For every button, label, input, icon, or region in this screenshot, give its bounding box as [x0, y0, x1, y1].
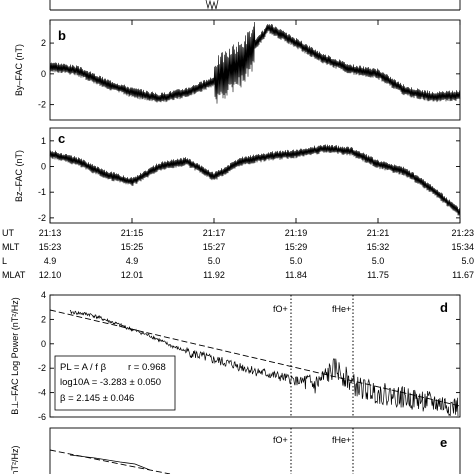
fit-formula: PL = A / f β: [60, 362, 107, 373]
panel-c-letter: c: [58, 131, 65, 146]
panel-e-fo-label: fO+: [273, 435, 288, 445]
panel-d-ylabel: B⊥–FAC Log Power (nT²/Hz): [10, 297, 20, 414]
ephemeris-value: 4.9: [126, 256, 139, 266]
ephemeris-value: 21:15: [121, 228, 144, 238]
panel-e-spectrum: [69, 454, 151, 471]
panel-d-spectrum: [69, 309, 459, 417]
panel-b-ytick-label: 2: [41, 38, 46, 48]
panel-d-fit-line: [49, 309, 461, 407]
ephemeris-table: UT 21:13 21:15 21:17 21:19 21:21 21:23 MLT 15:23…: [2, 228, 474, 280]
panel-d-letter: d: [440, 300, 448, 315]
panel-d: d B⊥–FAC Log Power (nT²/Hz) 4 2 0 -2 -4 -6 fO…: [10, 290, 461, 422]
panel-c-ytick-label: -2: [38, 213, 46, 223]
panel-e: e (nT²/Hz) fO+ fHe+: [10, 427, 461, 474]
ephemeris-value: 4.9: [44, 256, 57, 266]
fit-log10a: log10A = -3.283 ± 0.050: [60, 377, 161, 388]
ephemeris-value: 21:23: [451, 228, 474, 238]
ephemeris-label-mlt: MLT: [2, 242, 20, 252]
panel-a-remnant: [49, 0, 461, 11]
panel-d-fhe-label: fHe+: [332, 304, 351, 314]
panel-d-ytick-label: -2: [38, 363, 46, 373]
ephemeris-value: 15:34: [451, 242, 474, 252]
panel-c-series-line: [49, 144, 461, 218]
panel-d-ytick-label: 2: [41, 314, 46, 324]
ephemeris-label-ut: UT: [2, 228, 14, 238]
ephemeris-value: 15:29: [285, 242, 308, 252]
panel-c: c Bz–FAC (nT) 1 0 -1 -2: [14, 20, 461, 224]
panel-d-ytick-label: 4: [41, 290, 46, 300]
panel-e-fhe-label: fHe+: [332, 435, 351, 445]
panel-b-series-line: [49, 21, 461, 104]
panel-b-ytick-label: -2: [38, 100, 46, 110]
panel-d-ytick-label: -4: [38, 388, 46, 398]
fit-beta: β = 2.145 ± 0.046: [60, 393, 134, 404]
ephemeris-value: 12.01: [121, 270, 144, 280]
ephemeris-label-mlat: MLAT: [2, 270, 26, 280]
panel-b: b By–FAC (nT) 2 0 -2: [14, 19, 461, 121]
panel-d-ytick-label: -6: [38, 412, 46, 422]
panel-e-ylabel: (nT²/Hz): [10, 446, 20, 474]
fit-r: r = 0.968: [128, 362, 166, 373]
panel-d-ytick-label: 0: [41, 339, 46, 349]
panel-d-fo-label: fO+: [273, 304, 288, 314]
ephemeris-value: 12.10: [39, 270, 62, 280]
panel-c-ytick-label: 1: [41, 136, 46, 146]
ephemeris-value: 5.0: [290, 256, 303, 266]
ephemeris-value: 11.75: [367, 270, 389, 280]
ephemeris-value: 5.0: [208, 256, 221, 266]
ephemeris-value: 11.67: [452, 270, 474, 280]
panel-d-frame: [49, 294, 461, 418]
fit-box: PL = A / f β r = 0.968 log10A = -3.283 ±…: [54, 355, 176, 411]
panel-b-frame: [49, 19, 461, 121]
ephemeris-value: 15:27: [203, 242, 226, 252]
panel-c-ylabel: Bz–FAC (nT): [14, 150, 24, 202]
ephemeris-value: 11.84: [285, 270, 307, 280]
ephemeris-value: 15:25: [121, 242, 144, 252]
ephemeris-value: 5.0: [372, 256, 385, 266]
panel-c-ytick-label: 0: [41, 162, 46, 172]
panel-e-fit-line: [49, 449, 171, 474]
ephemeris-value: 15:32: [367, 242, 390, 252]
ephemeris-value: 21:13: [39, 228, 62, 238]
ephemeris-value: 21:21: [367, 228, 390, 238]
panel-e-letter: e: [440, 435, 447, 450]
ephemeris-label-l: L: [2, 256, 7, 266]
panel-c-frame: [49, 127, 461, 224]
panel-c-ytick-label: -1: [38, 187, 46, 197]
ephemeris-value: 21:17: [203, 228, 226, 238]
panel-e-frame: [49, 427, 461, 474]
panel-b-ylabel: By–FAC (nT): [14, 44, 24, 96]
ephemeris-value: 15:23: [39, 242, 62, 252]
ephemeris-value: 21:19: [285, 228, 308, 238]
ephemeris-value: 11.92: [203, 270, 225, 280]
ephemeris-value: 5.0: [461, 256, 474, 266]
panel-b-ytick-label: 0: [41, 69, 46, 79]
panel-b-letter: b: [58, 28, 66, 43]
